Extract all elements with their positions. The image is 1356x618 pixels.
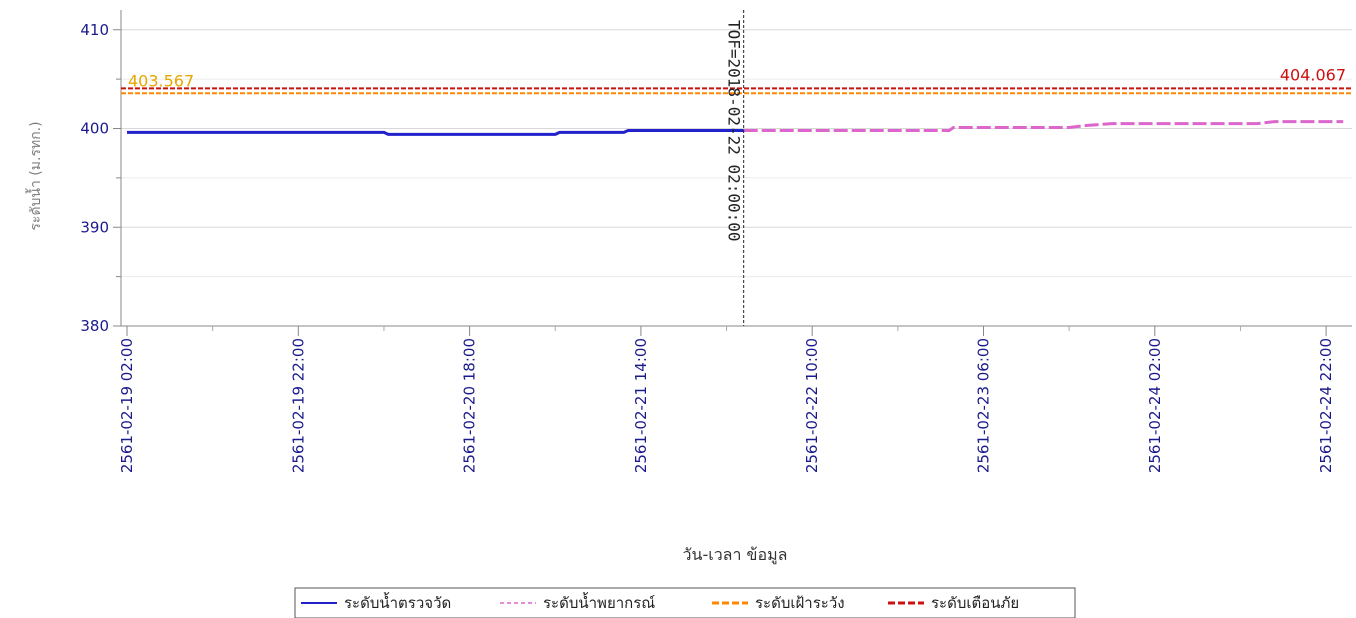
x-tick-label: 2561-02-24 22:00 bbox=[1317, 338, 1335, 473]
x-tick-label: 2561-02-23 06:00 bbox=[975, 338, 993, 473]
annotations: TOF=2018-02-22 02:00:00 bbox=[725, 10, 745, 326]
watch-level-value: 403.567 bbox=[128, 71, 194, 90]
x-tick-label: 2561-02-21 14:00 bbox=[632, 338, 650, 473]
x-tick-labels: 2561-02-19 02:00 2561-02-19 22:00 2561-02-… bbox=[118, 338, 1335, 473]
legend-label: ระดับเตือนภัย bbox=[931, 594, 1019, 612]
legend: ระดับน้ำตรวจวัด ระดับน้ำพยากรณ์ ระดับเฝ้าร… bbox=[294, 587, 1076, 618]
series-line bbox=[743, 120, 1344, 132]
x-tick-label: 2561-02-20 18:00 bbox=[461, 338, 479, 473]
legend-box bbox=[294, 587, 1076, 618]
axes bbox=[113, 10, 1352, 336]
x-axis-label: วัน-เวลา ข้อมูล bbox=[683, 545, 788, 565]
x-tick-label: 2561-02-24 02:00 bbox=[1146, 338, 1164, 473]
y-tick-label: 380 bbox=[80, 317, 109, 335]
y-tick-labels: 380 390 400 410 bbox=[80, 21, 109, 335]
x-tick-label: 2561-02-19 02:00 bbox=[118, 338, 136, 473]
grid-lines bbox=[121, 29, 1352, 327]
legend-label: ระดับน้ำตรวจวัด bbox=[344, 592, 451, 612]
y-axis-label: ระดับน้ำ (ม.รทก.) bbox=[25, 121, 44, 230]
legend-label: ระดับน้ำพยากรณ์ bbox=[543, 592, 655, 612]
series-lines bbox=[127, 120, 1344, 136]
x-tick-label: 2561-02-19 22:00 bbox=[289, 338, 307, 473]
y-tick-label: 400 bbox=[80, 120, 109, 138]
reference-lines: 403.567 404.067 bbox=[121, 65, 1352, 95]
legend-label: ระดับเฝ้าระวัง bbox=[755, 594, 845, 612]
series-line bbox=[127, 129, 744, 136]
x-tick-label: 2561-02-22 10:00 bbox=[803, 338, 821, 473]
y-tick-label: 410 bbox=[80, 21, 109, 39]
warning-level-value: 404.067 bbox=[1280, 65, 1346, 84]
y-tick-label: 390 bbox=[80, 218, 109, 236]
tof-label: TOF=2018-02-22 02:00:00 bbox=[725, 20, 744, 242]
